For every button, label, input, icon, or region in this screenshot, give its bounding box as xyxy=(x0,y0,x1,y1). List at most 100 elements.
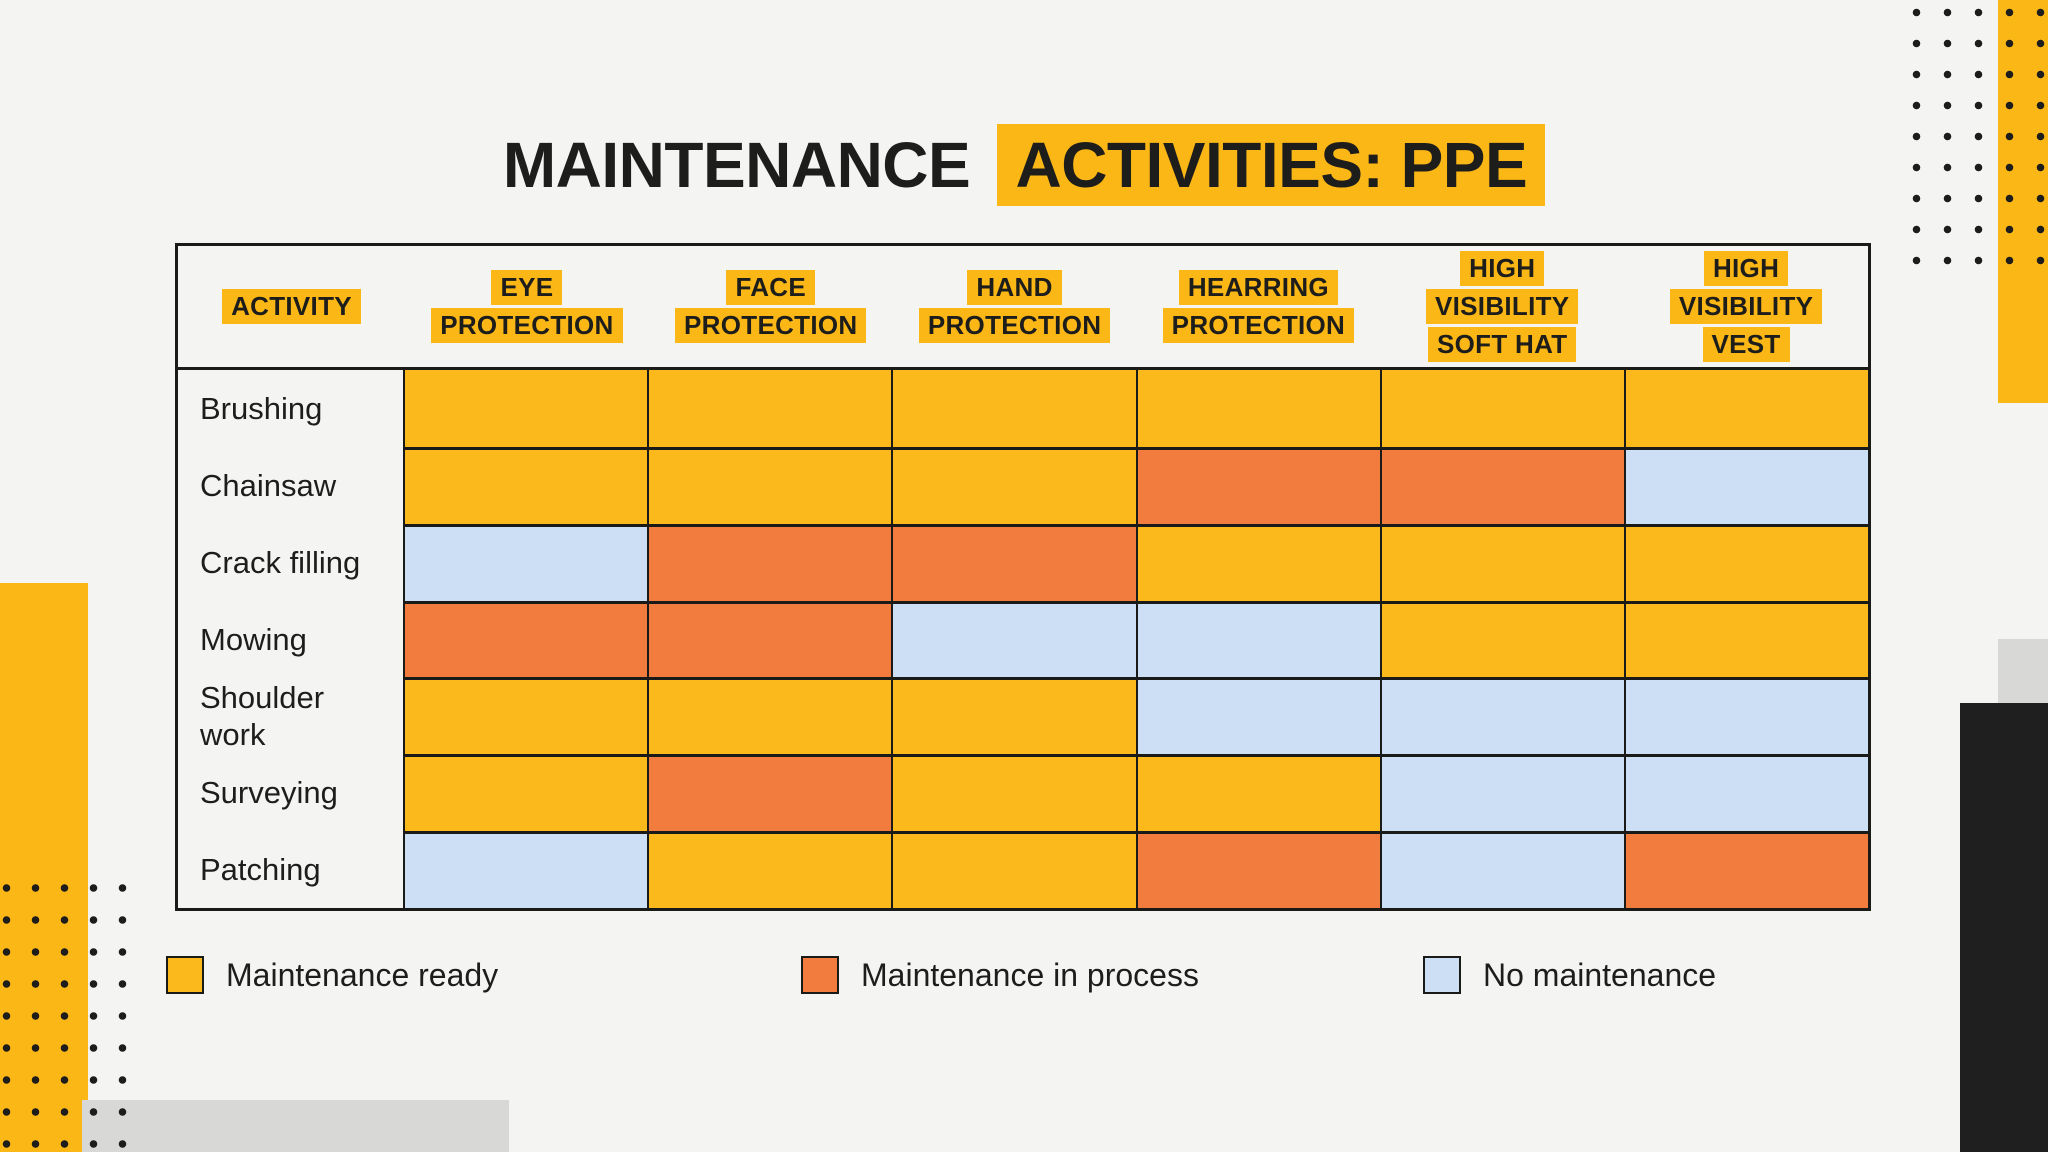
column-header-line: PROTECTION xyxy=(918,308,1111,343)
table-row-crack-filling: Crack filling xyxy=(178,523,1869,601)
row-cells xyxy=(405,754,1869,832)
table-row-shoulder-work: Shoulder work xyxy=(178,677,1869,755)
cell-patching-col3-ready xyxy=(891,831,1136,909)
table-row-brushing: Brushing xyxy=(178,370,1869,447)
cell-patching-col5-none xyxy=(1379,831,1624,909)
decoration-dot-grid-top-right xyxy=(1901,0,2048,278)
cell-crack-filling-col5-ready xyxy=(1379,523,1624,601)
cell-shoulder-work-col2-ready xyxy=(647,677,892,755)
cell-mowing-col6-ready xyxy=(1623,600,1869,678)
column-header-line: VEST xyxy=(1702,327,1790,362)
ppe-matrix-table: ACTIVITY EYE PROTECTION FACE PROTECTION HAND… xyxy=(175,243,1871,911)
column-header-line: EYE xyxy=(491,270,563,305)
cell-brushing-col2-ready xyxy=(647,370,892,447)
cell-surveying-col5-none xyxy=(1379,754,1624,832)
row-label-shoulder-work: Shoulder work xyxy=(178,677,405,755)
row-cells xyxy=(405,677,1869,755)
row-cells xyxy=(405,523,1869,601)
cell-crack-filling-col3-process xyxy=(891,523,1136,601)
row-label-surveying: Surveying xyxy=(178,754,405,832)
column-header-line: PROTECTION xyxy=(675,308,867,343)
page-title-highlight: ACTIVITIES: PPE xyxy=(997,124,1546,206)
cell-chainsaw-col3-ready xyxy=(891,446,1136,524)
row-label-patching: Patching xyxy=(178,831,405,909)
cell-mowing-col2-process xyxy=(647,600,892,678)
column-header-line: HIGH xyxy=(1703,251,1789,286)
row-cells xyxy=(405,446,1869,524)
cell-surveying-col3-ready xyxy=(891,754,1136,832)
column-header-activity-label: ACTIVITY xyxy=(222,289,361,324)
row-cells xyxy=(405,370,1869,447)
cell-surveying-col1-ready xyxy=(405,754,648,832)
cell-brushing-col6-ready xyxy=(1623,370,1869,447)
cell-patching-col6-process xyxy=(1623,831,1869,909)
column-header-line: PROTECTION xyxy=(431,308,623,343)
cell-shoulder-work-col3-ready xyxy=(891,677,1136,755)
legend-label-ready: Maintenance ready xyxy=(226,956,499,993)
page-title: MAINTENANCE ACTIVITIES: PPE xyxy=(0,124,2048,206)
column-header-activity: ACTIVITY xyxy=(178,246,405,367)
row-label-brushing: Brushing xyxy=(178,370,405,447)
column-header-line: HAND xyxy=(967,270,1062,305)
cell-patching-col1-none xyxy=(405,831,648,909)
column-header-line: HEARRING xyxy=(1178,270,1338,305)
legend-label-process: Maintenance in process xyxy=(861,956,1199,993)
table-header-row: ACTIVITY EYE PROTECTION FACE PROTECTION HAND… xyxy=(178,246,1868,370)
cell-shoulder-work-col6-none xyxy=(1623,677,1869,755)
decoration-gray-block-right xyxy=(1998,639,2048,703)
cell-mowing-col5-ready xyxy=(1379,600,1624,678)
cell-surveying-col2-process xyxy=(647,754,892,832)
cell-patching-col2-ready xyxy=(647,831,892,909)
column-header-line: VISIBILITY xyxy=(1425,289,1579,324)
row-label-mowing: Mowing xyxy=(178,600,405,678)
legend-item-none: No maintenance xyxy=(1423,956,1716,994)
cell-chainsaw-col6-none xyxy=(1623,446,1869,524)
column-header-hand-protection: HAND PROTECTION xyxy=(893,246,1137,367)
decoration-black-block-bottom-right xyxy=(1960,703,2048,1152)
legend-swatch-none xyxy=(1423,956,1461,994)
cell-mowing-col4-none xyxy=(1135,600,1380,678)
table-row-mowing: Mowing xyxy=(178,600,1869,678)
cell-crack-filling-col1-none xyxy=(405,523,648,601)
cell-shoulder-work-col1-ready xyxy=(405,677,648,755)
cell-surveying-col4-ready xyxy=(1135,754,1380,832)
legend-swatch-ready xyxy=(166,956,204,994)
column-header-eye-protection: EYE PROTECTION xyxy=(405,246,649,367)
cell-crack-filling-col6-ready xyxy=(1623,523,1869,601)
column-header-line: HIGH xyxy=(1460,251,1545,286)
cell-brushing-col1-ready xyxy=(405,370,648,447)
table-body: Brushing Chainsaw Crack filling Mowing Shoul… xyxy=(178,370,1869,909)
column-header-line: SOFT HAT xyxy=(1427,327,1577,362)
cell-chainsaw-col5-process xyxy=(1379,446,1624,524)
row-cells xyxy=(405,600,1869,678)
cell-crack-filling-col4-ready xyxy=(1135,523,1380,601)
cell-brushing-col5-ready xyxy=(1379,370,1624,447)
cell-chainsaw-col4-process xyxy=(1135,446,1380,524)
legend-swatch-process xyxy=(801,956,839,994)
table-row-patching: Patching xyxy=(178,831,1869,909)
cell-surveying-col6-none xyxy=(1623,754,1869,832)
legend-item-process: Maintenance in process xyxy=(801,956,1199,994)
cell-crack-filling-col2-process xyxy=(647,523,892,601)
row-label-chainsaw: Chainsaw xyxy=(178,446,405,524)
cell-chainsaw-col2-ready xyxy=(647,446,892,524)
row-cells xyxy=(405,831,1869,909)
cell-mowing-col3-none xyxy=(891,600,1136,678)
cell-mowing-col1-process xyxy=(405,600,648,678)
legend-item-ready: Maintenance ready xyxy=(166,956,498,994)
table-row-chainsaw: Chainsaw xyxy=(178,446,1869,524)
column-header-high-visibility-vest: HIGH VISIBILITY VEST xyxy=(1624,246,1868,367)
row-label-crack-filling: Crack filling xyxy=(178,523,405,601)
decoration-gray-bar-bottom xyxy=(82,1100,509,1152)
cell-shoulder-work-col4-none xyxy=(1135,677,1380,755)
cell-brushing-col4-ready xyxy=(1135,370,1380,447)
cell-shoulder-work-col5-none xyxy=(1379,677,1624,755)
cell-chainsaw-col1-ready xyxy=(405,446,648,524)
decoration-dot-grid-bottom-left xyxy=(0,872,138,1152)
cell-patching-col4-process xyxy=(1135,831,1380,909)
column-header-line: VISIBILITY xyxy=(1669,289,1823,324)
column-header-face-protection: FACE PROTECTION xyxy=(649,246,893,367)
table-row-surveying: Surveying xyxy=(178,754,1869,832)
cell-brushing-col3-ready xyxy=(891,370,1136,447)
